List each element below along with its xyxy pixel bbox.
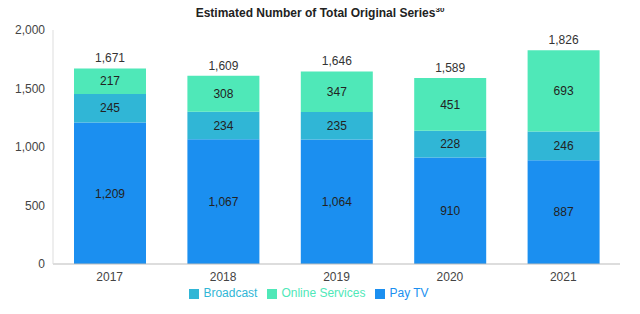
svg-text:1,671: 1,671: [95, 51, 125, 65]
svg-text:235: 235: [327, 119, 347, 133]
svg-text:308: 308: [213, 87, 233, 101]
svg-text:2,000: 2,000: [15, 23, 45, 37]
svg-text:347: 347: [327, 85, 347, 99]
svg-text:1,646: 1,646: [322, 54, 352, 68]
svg-text:1,589: 1,589: [435, 61, 465, 75]
svg-text:2020: 2020: [437, 270, 464, 284]
svg-text:0: 0: [38, 257, 45, 271]
svg-text:217: 217: [100, 74, 120, 88]
svg-text:2017: 2017: [96, 270, 123, 284]
svg-text:234: 234: [213, 119, 233, 133]
svg-text:2021: 2021: [550, 270, 577, 284]
svg-text:910: 910: [440, 204, 460, 218]
svg-text:887: 887: [554, 205, 574, 219]
svg-text:1,067: 1,067: [208, 195, 238, 209]
html-text:Online Services: Online Services: [281, 286, 366, 300]
svg-text:693: 693: [554, 84, 574, 98]
svg-text:228: 228: [440, 137, 460, 151]
svg-text:1,826: 1,826: [549, 33, 579, 47]
svg-text:1,064: 1,064: [322, 195, 352, 209]
svg-text:1,000: 1,000: [15, 140, 45, 154]
html-text:Pay TV: Pay TV: [389, 286, 429, 300]
svg-text:2018: 2018: [210, 270, 237, 284]
svg-text:2019: 2019: [323, 270, 350, 284]
svg-text:1,500: 1,500: [15, 82, 45, 96]
svg-text:1,609: 1,609: [208, 59, 238, 73]
svg-text:451: 451: [440, 98, 460, 112]
svg-text:246: 246: [554, 139, 574, 153]
svg-text:1,209: 1,209: [95, 187, 125, 201]
html-text:Broadcast: Broadcast: [203, 286, 258, 300]
svg-text:245: 245: [100, 101, 120, 115]
svg-text:500: 500: [25, 199, 45, 213]
html-text:Estimated Number of Total Orig: Estimated Number of Total Original Serie…: [195, 5, 445, 20]
